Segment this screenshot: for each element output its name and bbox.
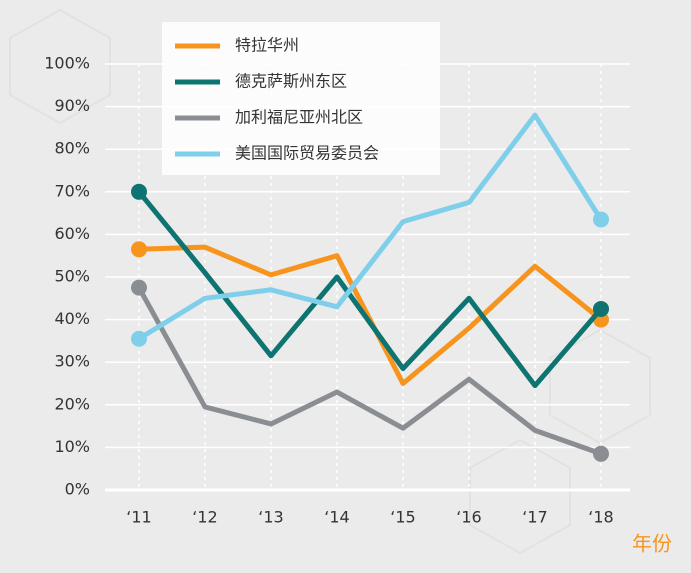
x-tick-label: ‘12: [192, 508, 217, 527]
y-tick-label: 40%: [54, 309, 90, 328]
y-tick-label: 60%: [54, 224, 90, 243]
end-point: [131, 241, 147, 258]
y-tick-label: 0%: [65, 480, 90, 499]
hexagon-decor: [9, 8, 651, 555]
y-tick-label: 10%: [54, 437, 90, 456]
x-axis-label: 年份: [632, 532, 672, 556]
x-tick-label: ‘15: [390, 508, 415, 527]
x-tick-label: ‘14: [324, 508, 349, 527]
end-point: [131, 330, 147, 347]
series-line: [136, 286, 602, 457]
y-tick-label: 100%: [44, 54, 90, 73]
legend-label: 加利福尼亚州北区: [235, 108, 363, 127]
series-line: [137, 112, 604, 341]
legend-label: 特拉华州: [235, 36, 299, 55]
y-tick-label: 90%: [54, 96, 90, 115]
legend-label: 德克萨斯州东区: [235, 72, 347, 91]
legend-label: 美国国际贸易委员会: [235, 144, 379, 163]
y-tick-label: 30%: [54, 352, 90, 371]
end-point: [593, 300, 609, 317]
y-tick-label: 80%: [54, 139, 90, 158]
y-tick-label: 70%: [54, 181, 90, 200]
end-point: [131, 279, 147, 296]
end-point: [593, 445, 609, 462]
y-tick-label: 50%: [54, 267, 90, 286]
end-point: [593, 211, 609, 228]
x-tick-label: ‘18: [588, 508, 613, 527]
x-tick-label: ‘17: [522, 508, 547, 527]
x-tick-label: ‘13: [258, 508, 283, 527]
series-line: [137, 190, 603, 389]
end-point: [131, 183, 147, 200]
x-tick-label: ‘16: [456, 508, 481, 527]
y-tick-label: 20%: [54, 394, 90, 413]
x-tick-label: ‘11: [126, 508, 151, 527]
